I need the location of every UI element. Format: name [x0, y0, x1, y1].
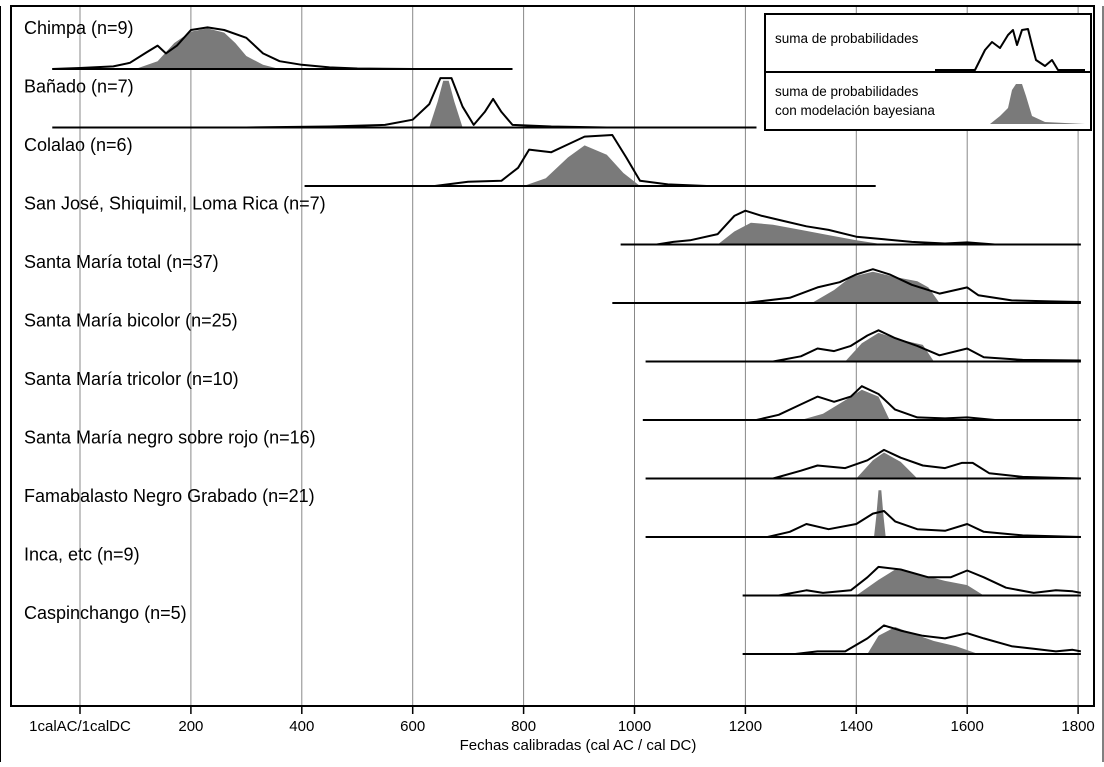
summed-probability-curve	[795, 624, 1082, 655]
x-tick-label: 1calAC/1calDC	[29, 718, 131, 735]
chart-row: Santa María bicolor (n=25)	[24, 310, 1081, 363]
row-label: San José, Shiquimil, Loma Rica (n=7)	[24, 193, 326, 213]
legend-swatch-outline	[935, 28, 1085, 71]
chart-row: Santa María tricolor (n=10)	[24, 369, 1081, 421]
chart-row: Bañado (n=7)	[24, 76, 757, 129]
chart-row: Santa María negro sobre rojo (n=16)	[24, 427, 1081, 480]
x-tick-label: 400	[289, 718, 314, 735]
row-label: Santa María tricolor (n=10)	[24, 369, 239, 389]
summed-probability-curve	[52, 26, 413, 70]
x-tick-label: 800	[511, 718, 536, 735]
chart-row: Chimpa (n=9)	[24, 18, 513, 70]
modeled-distribution	[523, 145, 640, 186]
modeled-distribution	[845, 332, 934, 362]
modeled-distribution	[856, 569, 984, 596]
summed-probability-curve	[772, 448, 1081, 480]
summed-probability-curve	[434, 134, 707, 187]
modeled-distribution	[874, 490, 886, 537]
legend: suma de probabilidades suma de probabilid…	[764, 13, 1092, 131]
summed-probability-curve	[772, 329, 1081, 363]
x-axis-title: Fechas calibradas (cal AC / cal DC)	[460, 737, 697, 754]
x-tick-label: 1000	[618, 718, 651, 735]
legend-swatch-modeled	[990, 84, 1085, 124]
chart-row: Inca, etc (n=9)	[24, 544, 1082, 597]
x-tick-label: 1600	[951, 718, 984, 735]
grid-lines	[79, 6, 1079, 706]
summed-probability-curve	[767, 510, 1081, 538]
x-tick-label: 1200	[729, 718, 762, 735]
summed-probability-curve	[778, 565, 1082, 597]
row-label: Santa María bicolor (n=25)	[24, 310, 238, 330]
chart-row: San José, Shiquimil, Loma Rica (n=7)	[24, 193, 1081, 246]
modeled-distribution	[811, 271, 940, 303]
modeled-distribution	[717, 222, 884, 245]
row-label: Inca, etc (n=9)	[24, 544, 140, 564]
row-label: Famabalasto Negro Grabado (n=21)	[24, 486, 315, 506]
row-label: Caspinchango (n=5)	[24, 603, 187, 623]
legend-label-modeled-line1: suma de probabilidades	[775, 84, 919, 99]
modeled-distribution	[800, 389, 890, 420]
chart-row: Colalao (n=6)	[24, 134, 876, 187]
x-axis: 1calAC/1calDC 200 400 600 800 1000 1200 1400 160…	[11, 705, 1095, 754]
modeled-distribution	[856, 452, 918, 479]
legend-label-modeled-line2: con modelación bayesiana	[775, 103, 935, 118]
chart-row: Famabalasto Negro Grabado (n=21)	[24, 486, 1081, 538]
summed-probability-curve	[246, 77, 607, 129]
chart-row: Santa María total (n=37)	[24, 252, 1081, 304]
modeled-distribution	[135, 28, 280, 69]
chart-row: Caspinchango (n=5)	[24, 603, 1082, 655]
row-label: Santa María negro sobre rojo (n=16)	[24, 427, 316, 447]
summed-probability-curve	[745, 268, 1081, 304]
x-tick-label: 1800	[1061, 718, 1094, 735]
modeled-distribution	[867, 627, 979, 654]
row-label: Bañado (n=7)	[24, 76, 134, 96]
summed-probability-curve	[656, 209, 995, 246]
row-label: Santa María total (n=37)	[24, 252, 219, 272]
x-tick-label: 200	[178, 718, 203, 735]
x-tick-label: 600	[400, 718, 425, 735]
row-label: Chimpa (n=9)	[24, 18, 134, 38]
legend-label-outline: suma de probabilidades	[775, 31, 919, 46]
chart-rows: Chimpa (n=9) Bañado (n=7) Colalao (n=6) San…	[24, 18, 1082, 655]
modeled-distribution	[429, 80, 463, 128]
summed-probability-curve	[756, 385, 995, 421]
row-label: Colalao (n=6)	[24, 135, 133, 155]
x-tick-label: 1400	[840, 718, 873, 735]
